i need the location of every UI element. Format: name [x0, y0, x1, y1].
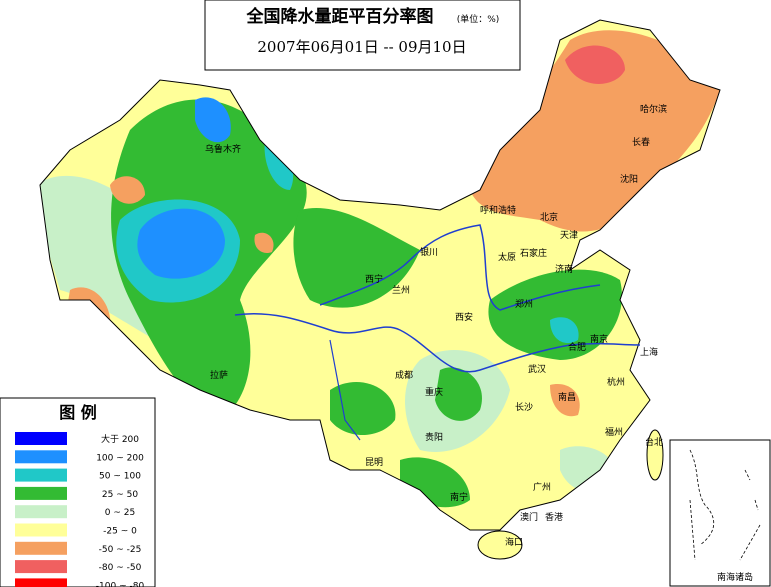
legend-label: -25 ~ 0	[103, 527, 137, 537]
legend-swatch	[15, 560, 67, 574]
city-label: 南京	[590, 333, 608, 345]
city-label: 香港	[545, 511, 563, 523]
city-label: 南昌	[558, 391, 576, 403]
legend-swatch	[15, 523, 67, 537]
city-label: 台北	[645, 436, 663, 448]
inset: 南海诸岛	[669, 439, 771, 587]
legend-swatch	[15, 486, 67, 500]
city-label: 南宁	[450, 491, 468, 503]
city-label: 贵阳	[425, 431, 443, 443]
city-label: 石家庄	[520, 247, 547, 259]
city-label: 兰州	[392, 284, 410, 296]
legend-label: 大于 200	[101, 433, 139, 445]
precip-zone	[565, 45, 625, 84]
city-label: 武汉	[528, 363, 546, 375]
city-label: 北京	[540, 211, 558, 223]
legend-label: -80 ~ -50	[99, 563, 142, 573]
city-label: 哈尔滨	[640, 103, 667, 115]
city-label: 长春	[632, 136, 650, 148]
city-label: 西安	[455, 311, 473, 323]
legend-label: -50 ~ -25	[99, 545, 142, 555]
legend-label: 100 ~ 200	[96, 453, 144, 463]
yangtze-river	[234, 312, 641, 373]
yellow-river	[319, 224, 601, 311]
legend-label: -100 ~ -80	[96, 581, 145, 587]
legend-label: 25 ~ 50	[102, 490, 138, 500]
city-label: 福州	[605, 426, 623, 438]
city-label: 沈阳	[620, 173, 638, 185]
city-label: 乌鲁木齐	[205, 143, 241, 155]
inset-box	[669, 439, 771, 587]
inset-outline	[689, 449, 761, 561]
city-label: 济南	[555, 263, 573, 275]
city-label: 呼和浩特	[480, 204, 516, 216]
precip-zone	[293, 208, 420, 308]
city-label: 重庆	[425, 386, 443, 398]
city-label: 天津	[560, 230, 578, 241]
city-label: 银川	[420, 246, 438, 258]
city-label: 长沙	[515, 401, 533, 413]
precip-zone	[110, 176, 145, 204]
map-title: 全国降水量距平百分率图	[246, 6, 434, 27]
city-label: 拉萨	[210, 369, 228, 381]
precip-zone	[488, 269, 622, 360]
taiwan-border	[646, 429, 664, 481]
period-label: 2007年06月01日 -- 09月10日	[257, 38, 466, 56]
city-label: 海口	[505, 536, 523, 548]
legend-swatch	[15, 432, 67, 445]
precip-zone	[550, 317, 579, 344]
city-label: 太原	[498, 251, 516, 263]
legend-swatch	[15, 505, 67, 519]
legend-swatch	[15, 541, 67, 555]
city-label: 西宁	[365, 273, 383, 285]
unit-label: (单位：%)	[457, 13, 500, 25]
inset-label: 南海诸岛	[717, 571, 753, 583]
legend-swatch	[15, 450, 67, 464]
legend-label: 0 ~ 25	[105, 508, 135, 518]
precip-zone	[195, 97, 231, 143]
legend: 图 例 大于 200 100 ~ 200 50 ~ 100 25 ~ 50 0 ~ 25…	[0, 397, 156, 587]
city-label: 广州	[533, 481, 551, 493]
city-label: 澳门	[520, 511, 538, 523]
legend-title: 图 例	[59, 403, 97, 422]
precip-zone	[435, 367, 482, 421]
city-label: 昆明	[365, 457, 383, 468]
city-label: 杭州	[607, 376, 625, 388]
precip-zone	[550, 384, 580, 417]
hainan-border	[477, 530, 523, 560]
city-label: 郑州	[515, 298, 533, 310]
city-label: 合肥	[568, 341, 586, 353]
legend-swatch	[15, 578, 67, 587]
city-label: 上海	[640, 346, 658, 358]
city-label: 成都	[395, 369, 413, 381]
precip-zone	[62, 310, 79, 332]
precip-zone	[254, 232, 274, 254]
precip-zone	[264, 140, 294, 190]
precip-zone	[137, 208, 225, 279]
river	[329, 339, 361, 441]
cities: 乌鲁木齐 哈尔滨 长春 沈阳 呼和浩特 北京 天津 太原 石家庄 济南 银川 兰…	[205, 103, 667, 548]
legend-label: 50 ~ 100	[99, 472, 141, 482]
border	[39, 19, 721, 531]
title-box	[204, 0, 521, 71]
legend-swatch	[15, 468, 67, 482]
